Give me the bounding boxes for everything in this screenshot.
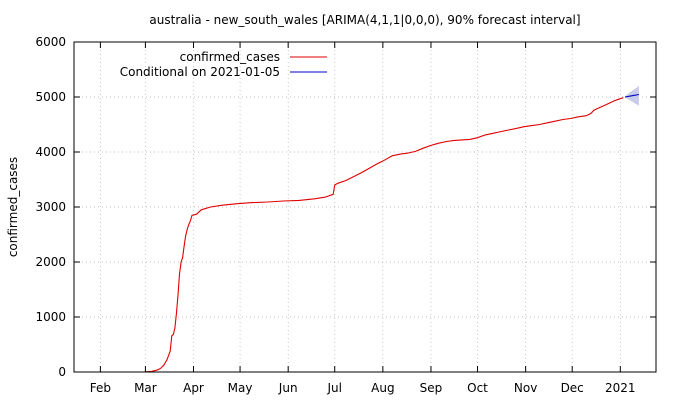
grid [74, 42, 656, 372]
y-tick-label: 2000 [35, 255, 66, 269]
x-tick-label: Sep [420, 381, 443, 395]
y-tick-label: 6000 [35, 35, 66, 49]
legend-label: Conditional on 2021-01-05 [120, 65, 280, 79]
y-tick-label: 3000 [35, 200, 66, 214]
x-tick-label: Aug [371, 381, 394, 395]
x-tick-label: Nov [514, 381, 537, 395]
legend-label: confirmed_cases [180, 50, 280, 64]
x-tick-label: Feb [90, 381, 111, 395]
x-tick-label: Dec [561, 381, 584, 395]
y-tick-label: 5000 [35, 90, 66, 104]
x-tick-label: May [228, 381, 253, 395]
x-tick-label: 2021 [605, 381, 636, 395]
y-tick-label: 1000 [35, 310, 66, 324]
plot-frame [73, 41, 657, 373]
x-tick-label: Jul [326, 381, 341, 395]
x-tick-label: Apr [183, 381, 204, 395]
y-tick-label: 0 [58, 365, 66, 379]
series-lines [145, 93, 639, 373]
series-line-confirmed-cases [145, 97, 624, 373]
axis-ticks: 0 1000 2000 3000 4000 5000 6000 Feb Mar Apr May Jun… [35, 35, 656, 395]
x-tick-label: Mar [134, 381, 157, 395]
chart-title: australia - new_south_wales [ARIMA(4,1,1… [149, 13, 580, 27]
y-axis-label: confirmed_cases [6, 157, 20, 257]
x-tick-label: Oct [467, 381, 488, 395]
y-tick-label: 4000 [35, 145, 66, 159]
series-line-conditional-on-2021-01-05 [624, 93, 639, 98]
x-tick-label: Jun [278, 381, 298, 395]
